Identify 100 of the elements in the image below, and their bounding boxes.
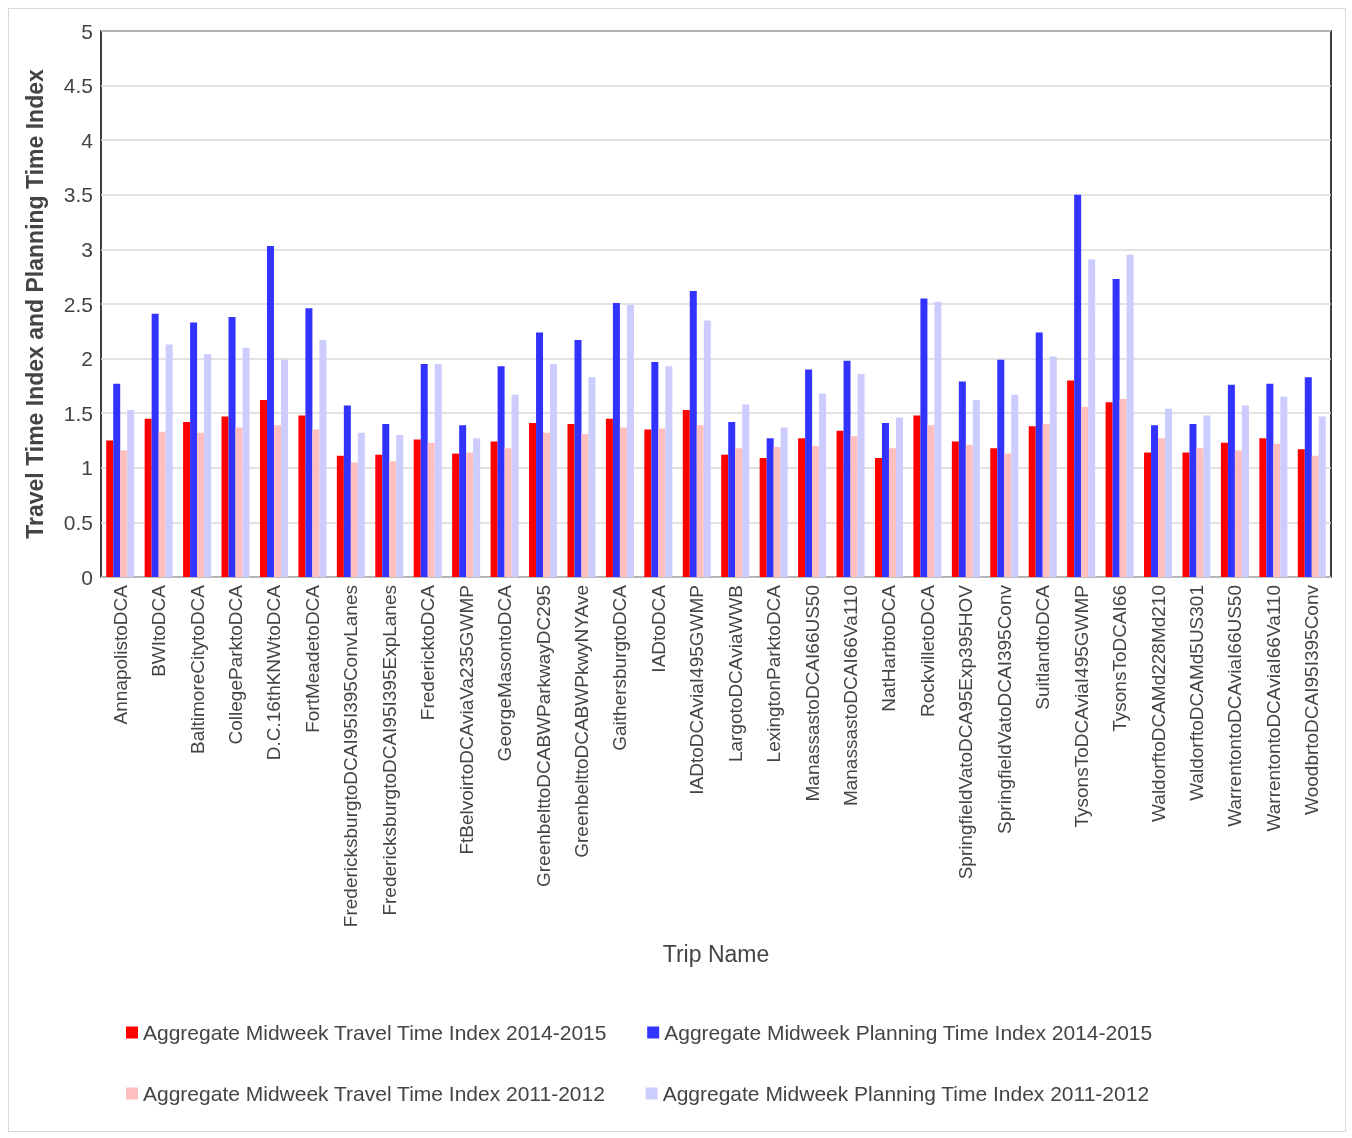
- bar: [1028, 426, 1036, 577]
- bar: [357, 432, 365, 577]
- bar: [805, 369, 813, 577]
- bar: [965, 444, 973, 577]
- y-tick-label: 2: [81, 347, 93, 371]
- bar: [497, 366, 505, 577]
- bar: [682, 409, 690, 577]
- bar: [427, 442, 435, 577]
- bar: [1035, 332, 1043, 577]
- bar: [1165, 408, 1173, 577]
- bar: [798, 438, 806, 577]
- bar: [689, 290, 697, 577]
- bar: [1042, 424, 1050, 577]
- bar: [106, 440, 114, 577]
- bar: [452, 453, 460, 577]
- bar: [343, 405, 351, 577]
- bar: [190, 322, 198, 577]
- x-tick-label: LexingtonParktoDCA: [763, 584, 785, 763]
- x-tick-label: FredericksburgtoDCAI95I395ConvLanes: [340, 585, 362, 928]
- bar: [703, 320, 711, 577]
- bar: [581, 433, 589, 577]
- x-tick-label: FredericktoDCA: [417, 584, 439, 721]
- legend-label: Aggregate Midweek Planning Time Index 2014-2015: [664, 1021, 1153, 1044]
- bar: [389, 461, 397, 577]
- bar: [473, 438, 481, 577]
- bar: [888, 448, 896, 577]
- bar: [665, 366, 673, 577]
- bar: [1266, 383, 1274, 577]
- x-tick-label: GreenbelttoDCABWPkwyNYAve: [570, 585, 592, 858]
- bar: [1158, 438, 1166, 577]
- y-tick-label: 2.5: [63, 292, 93, 316]
- bar: [1259, 438, 1267, 577]
- x-tick-label: IADtoDCA: [647, 584, 669, 673]
- bar: [1151, 425, 1159, 577]
- x-tick-label: TysonsToDCAI66: [1109, 585, 1131, 732]
- bar: [651, 361, 659, 577]
- bar: [874, 457, 882, 577]
- x-tick-label: BWItoDCA: [148, 584, 170, 677]
- bar: [1088, 259, 1096, 577]
- y-tick-label: 5: [81, 19, 93, 43]
- x-tick-label: FortMeadetoDCA: [301, 584, 323, 733]
- bar: [913, 415, 921, 577]
- bar: [396, 435, 404, 577]
- x-tick-label: NatHarbtoDCA: [878, 584, 900, 712]
- bar: [434, 364, 442, 577]
- bar: [619, 427, 627, 577]
- bar: [626, 305, 634, 577]
- bar: [375, 454, 383, 577]
- bar: [1311, 455, 1319, 577]
- bar: [266, 246, 274, 577]
- x-tick-label: FtBelvoirtoDCAviaVa235GWMP: [455, 585, 477, 855]
- x-tick-label: AnnapolistoDCA: [109, 584, 131, 725]
- bar: [1105, 402, 1113, 577]
- y-tick-label: 4: [81, 128, 94, 152]
- bar: [1227, 384, 1235, 577]
- bar: [836, 430, 844, 577]
- bar: [273, 425, 281, 577]
- bar: [1011, 394, 1019, 577]
- bar: [413, 439, 421, 577]
- bar: [658, 428, 666, 577]
- bar: [644, 429, 652, 577]
- x-tick-label: GaithersburgtoDCA: [609, 584, 631, 751]
- bar: [120, 450, 128, 577]
- bar: [1049, 356, 1057, 577]
- bar: [1182, 452, 1190, 577]
- x-tick-label: D.C.16thKNWtoDCA: [263, 584, 285, 761]
- bar: [721, 454, 729, 577]
- bar: [504, 448, 512, 577]
- bar: [1112, 278, 1120, 577]
- bar: [165, 344, 173, 577]
- bar: [259, 400, 267, 577]
- bar: [1119, 399, 1127, 577]
- x-axis-title: Trip Name: [662, 940, 770, 967]
- bar: [550, 364, 558, 577]
- bar: [1280, 396, 1288, 577]
- bar: [382, 424, 390, 577]
- bar: [298, 415, 306, 577]
- x-tick-label: RockvilletoDCA: [916, 584, 938, 717]
- bar: [567, 424, 575, 577]
- bar: [728, 421, 736, 577]
- bar: [1196, 448, 1204, 577]
- y-tick-label: 0.5: [63, 510, 93, 534]
- x-tick-label: WarrentontoDCAviaI66Va110: [1262, 585, 1284, 832]
- x-tick-label: ManassastoDCAI66Va110: [840, 585, 862, 807]
- y-tick-label: 0: [81, 565, 93, 589]
- bar: [1203, 415, 1211, 577]
- x-tick-label: BaltimoreCitytoDCA: [186, 584, 208, 754]
- bar: [1297, 449, 1305, 577]
- legend-label: Aggregate Midweek Planning Time Index 2011-2012: [662, 1082, 1150, 1105]
- bar: [997, 359, 1005, 577]
- bar: [127, 409, 135, 577]
- x-tick-label: ManassastoDCAI66US50: [801, 585, 823, 802]
- bar: [696, 425, 704, 577]
- bar: [1220, 442, 1228, 577]
- x-tick-label: SuitlandtoDCA: [1032, 584, 1054, 710]
- bar: [958, 381, 966, 577]
- bar: [158, 431, 166, 577]
- bar: [742, 404, 750, 577]
- bar: [812, 445, 820, 577]
- y-tick-label: 3: [81, 237, 93, 261]
